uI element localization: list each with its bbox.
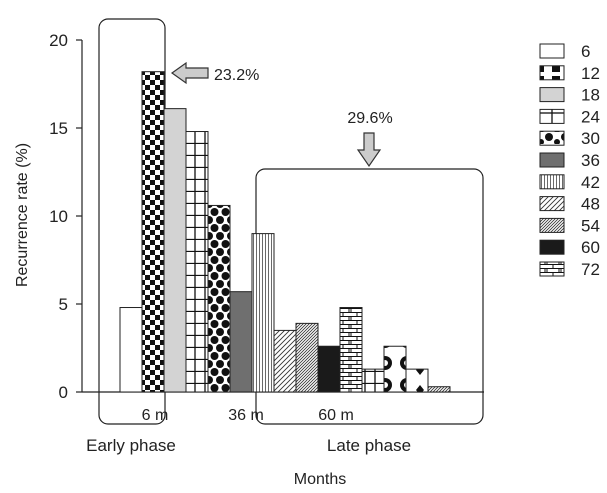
legend-label: 18 — [581, 86, 600, 105]
extra-bar — [361, 368, 385, 393]
legend-swatch — [539, 43, 565, 59]
extra-bars — [361, 345, 451, 393]
legend-swatch — [539, 87, 565, 103]
y-tick-label: 20 — [49, 31, 68, 50]
legend-label: 48 — [581, 195, 600, 214]
extra-bar — [405, 368, 429, 393]
legend-swatch — [539, 239, 565, 255]
legend-swatch — [539, 152, 565, 168]
marker-60m: 60 m — [318, 407, 354, 424]
y-tick-label: 5 — [59, 295, 68, 314]
y-axis-label: Recurrence rate (%) — [14, 143, 31, 287]
bar-18 — [163, 108, 187, 393]
x-axis-label: Months — [294, 471, 346, 488]
legend-swatch — [539, 196, 565, 212]
legend-label: 24 — [581, 107, 600, 126]
bar-12 — [141, 71, 165, 393]
legend-label: 36 — [581, 151, 600, 170]
legend-label: 12 — [581, 64, 600, 83]
legend: 6 12 18 24 30 36 42 48 54 60 72 — [539, 42, 600, 279]
legend-swatch — [539, 217, 565, 233]
y-tick-label: 0 — [59, 383, 68, 402]
bar-36 — [229, 291, 253, 393]
y-tick-label: 10 — [49, 207, 68, 226]
legend-swatch — [539, 261, 565, 277]
legend-swatch — [539, 130, 565, 146]
early-percent-label: 23.2% — [214, 67, 259, 84]
extra-bar — [427, 386, 451, 393]
late-percent-label: 29.6% — [347, 110, 392, 127]
late-phase-label: Late phase — [327, 436, 411, 455]
legend-label: 6 — [581, 42, 590, 61]
legend-label: 30 — [581, 129, 600, 148]
bar-30 — [207, 204, 231, 393]
bar-24 — [185, 131, 209, 393]
y-tick-label: 15 — [49, 119, 68, 138]
legend-label: 42 — [581, 173, 600, 192]
legend-swatch — [539, 65, 565, 81]
early-arrow-icon — [170, 61, 209, 85]
legend-swatch — [539, 174, 565, 190]
bar-42 — [251, 233, 275, 393]
legend-label: 72 — [581, 260, 600, 279]
bar-72 — [339, 307, 363, 393]
legend-label: 54 — [581, 216, 600, 235]
marker-6m: 6 m — [142, 407, 169, 424]
legend-label: 60 — [581, 238, 600, 257]
marker-36m: 36 m — [228, 407, 264, 424]
legend-swatch — [539, 108, 565, 124]
y-ticks: 0 5 10 15 20 — [49, 31, 82, 402]
bar-6 — [119, 307, 143, 393]
bar-54 — [295, 322, 319, 393]
bar-48 — [273, 329, 297, 393]
late-arrow-icon — [356, 132, 382, 168]
bars — [119, 71, 363, 393]
bar-60 — [317, 345, 341, 393]
extra-bar — [383, 345, 407, 393]
early-phase-label: Early phase — [86, 436, 176, 455]
